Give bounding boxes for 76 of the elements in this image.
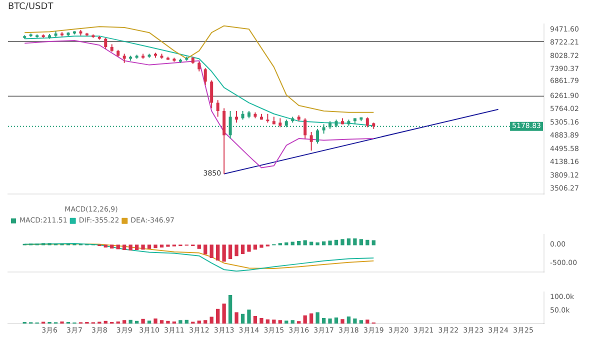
bar: [247, 310, 251, 324]
bar: [340, 319, 344, 324]
bar: [284, 320, 288, 324]
bar: [372, 240, 376, 246]
bar: [122, 244, 126, 250]
bar: [104, 244, 108, 248]
bar: [366, 320, 370, 324]
bar: [197, 244, 201, 249]
bar: [309, 313, 314, 324]
bar: [272, 320, 276, 324]
bar: [216, 244, 220, 261]
bar: [334, 240, 338, 246]
bar: [366, 240, 370, 246]
bar: [303, 240, 307, 246]
bar: [154, 318, 158, 324]
bar: [240, 244, 245, 254]
bar: [216, 308, 220, 324]
bar: [297, 240, 301, 246]
bar: [228, 295, 232, 324]
bar: [278, 320, 282, 324]
bar: [359, 320, 364, 324]
bar: [316, 242, 320, 246]
bar: [340, 239, 344, 246]
chart-title: BTC/USDT: [7, 1, 54, 14]
bar: [359, 239, 364, 246]
bar: [104, 320, 108, 324]
bar: [222, 304, 226, 324]
bar: [147, 244, 152, 249]
bar: [154, 244, 158, 248]
bar: [353, 238, 357, 246]
bar: [322, 241, 326, 246]
bar: [210, 316, 214, 324]
bar: [266, 319, 270, 324]
bar: [160, 244, 164, 248]
bar: [284, 242, 288, 246]
bar: [253, 316, 258, 324]
bar: [116, 244, 120, 250]
bar: [290, 320, 294, 324]
bar: [134, 320, 139, 324]
bar: [309, 242, 314, 246]
bar: [247, 244, 251, 252]
bar: [204, 244, 208, 254]
bar: [346, 316, 351, 324]
bar: [346, 238, 351, 246]
bar: [303, 315, 307, 324]
bar: [240, 314, 245, 324]
bar: [334, 318, 338, 324]
bar: [147, 320, 152, 324]
bar: [328, 318, 332, 324]
bar: [128, 320, 132, 324]
bar: [166, 320, 170, 324]
bar: [222, 244, 226, 262]
bar: [160, 320, 164, 324]
bar: [141, 244, 145, 250]
bar: [353, 318, 357, 324]
bar: [60, 321, 64, 324]
bar: [297, 321, 301, 324]
bar: [260, 318, 264, 324]
bar: [178, 320, 182, 324]
bar: [210, 244, 214, 258]
bar: [197, 320, 201, 324]
bar: [141, 318, 145, 324]
bar: [134, 244, 139, 250]
bar: [110, 244, 114, 249]
bar: [128, 244, 132, 250]
bar: [316, 312, 320, 324]
bar: [228, 244, 232, 260]
bar: [322, 318, 326, 324]
bar: [328, 240, 332, 246]
bar: [204, 320, 208, 324]
bar: [253, 244, 258, 250]
bar: [260, 244, 264, 248]
bar: [234, 312, 238, 324]
bar: [290, 242, 294, 246]
bar: [122, 320, 126, 324]
bar: [234, 244, 238, 256]
